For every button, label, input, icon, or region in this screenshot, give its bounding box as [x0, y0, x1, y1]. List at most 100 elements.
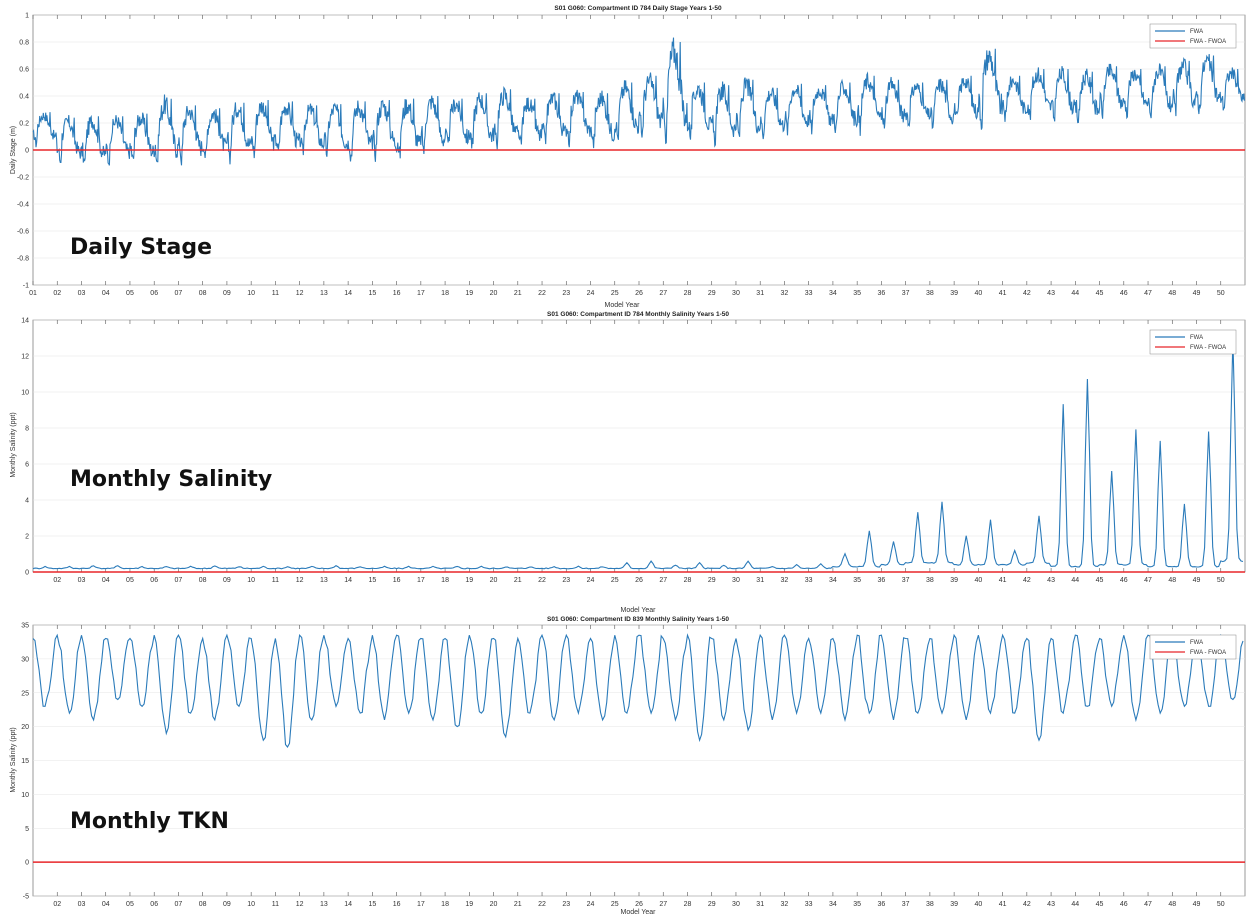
- x-tick-label: 31: [756, 290, 764, 297]
- legend-fwa-label: FWA: [1190, 640, 1203, 646]
- x-tick-label: 23: [562, 290, 570, 297]
- x-tick-label: 25: [611, 577, 619, 584]
- x-tick-label: 21: [514, 577, 522, 584]
- y-tick-label: 12: [21, 354, 29, 361]
- x-tick-label: 23: [562, 577, 570, 584]
- x-tick-label: 42: [1023, 290, 1031, 297]
- x-tick-label: 35: [853, 577, 861, 584]
- x-tick-label: 35: [853, 290, 861, 297]
- x-tick-label: 32: [781, 290, 789, 297]
- legend: FWA FWA - FWOA: [1149, 329, 1237, 355]
- x-tick-label: 40: [974, 577, 982, 584]
- x-tick-label: 45: [1096, 290, 1104, 297]
- y-ticks: 14 12 10 8 6 4 2 0: [21, 318, 29, 577]
- x-tick-label: 33: [805, 901, 813, 908]
- x-tick-label: 25: [611, 901, 619, 908]
- x-tick-label: 03: [78, 901, 86, 908]
- y-tick-label: 4: [25, 498, 29, 505]
- x-tick-label: 14: [344, 290, 352, 297]
- x-tick-label: 10: [247, 901, 255, 908]
- y-tick-label: 0.6: [19, 67, 29, 74]
- y-tick-label: 0: [25, 860, 29, 867]
- x-tick-label: 44: [1071, 901, 1079, 908]
- y-tick-label: -0.2: [17, 175, 29, 182]
- x-tick-label: 12: [296, 901, 304, 908]
- y-tick-label: 5: [25, 826, 29, 833]
- x-tick-label: 39: [950, 577, 958, 584]
- x-tick-label: 17: [417, 290, 425, 297]
- y-tick-label: -0.6: [17, 229, 29, 236]
- x-tick-label: 06: [150, 577, 158, 584]
- x-tick-label: 47: [1144, 901, 1152, 908]
- x-tick-label: 09: [223, 577, 231, 584]
- x-tick-label: 17: [417, 577, 425, 584]
- x-tick-label: 43: [1047, 577, 1055, 584]
- x-tick-label: 06: [150, 290, 158, 297]
- x-tick-label: 31: [756, 901, 764, 908]
- y-tick-label: -0.8: [17, 256, 29, 263]
- y-tick-label: 8: [25, 426, 29, 433]
- x-tick-label: 02: [53, 577, 61, 584]
- y-tick-label: 10: [21, 390, 29, 397]
- legend-box: [1149, 329, 1237, 355]
- x-tick-label: 46: [1120, 577, 1128, 584]
- x-tick-label: 25: [611, 290, 619, 297]
- x-tick-label: 26: [635, 577, 643, 584]
- legend-diff-label: FWA - FWOA: [1190, 650, 1226, 656]
- x-tick-label: 43: [1047, 290, 1055, 297]
- x-tick-label: 39: [950, 901, 958, 908]
- x-tick-label: 45: [1096, 901, 1104, 908]
- x-tick-label: 14: [344, 901, 352, 908]
- x-ticks: 02 03 04 05 06 07 08 09 10 11 12 13 14 15 16 17 18 19 20 21…: [53, 320, 1225, 584]
- series-fwa-line: [32, 633, 1244, 748]
- x-tick-label: 13: [320, 901, 328, 908]
- x-tick-label: 34: [829, 290, 837, 297]
- x-tick-label: 19: [465, 577, 473, 584]
- x-tick-label: 09: [223, 901, 231, 908]
- x-tick-label: 32: [781, 901, 789, 908]
- x-tick-label: 38: [926, 290, 934, 297]
- panel-title: S01 G060: Compartment ID 839 Monthly Sal…: [547, 616, 729, 623]
- x-tick-label: 20: [490, 290, 498, 297]
- x-tick-label: 17: [417, 901, 425, 908]
- overlay-label: Daily Stage: [70, 235, 212, 260]
- x-tick-label: 24: [587, 290, 595, 297]
- legend: FWA FWA - FWOA: [1149, 634, 1237, 660]
- y-tick-label: 2: [25, 534, 29, 541]
- x-tick-label: 07: [175, 290, 183, 297]
- x-tick-label: 49: [1193, 901, 1201, 908]
- panel-title: S01 G060: Compartment ID 784 Daily Stage…: [554, 5, 722, 12]
- x-tick-label: 22: [538, 901, 546, 908]
- x-tick-label: 21: [514, 901, 522, 908]
- x-tick-label: 22: [538, 290, 546, 297]
- x-tick-label: 15: [368, 577, 376, 584]
- x-tick-label: 41: [999, 577, 1007, 584]
- x-tick-label: 34: [829, 901, 837, 908]
- x-tick-label: 18: [441, 577, 449, 584]
- x-tick-label: 19: [465, 290, 473, 297]
- x-tick-label: 33: [805, 290, 813, 297]
- x-tick-label: 28: [684, 577, 692, 584]
- y-tick-label: 14: [21, 318, 29, 325]
- y-tick-label: -0.4: [17, 202, 29, 209]
- x-tick-label: 41: [999, 901, 1007, 908]
- x-tick-label: 11: [272, 577, 279, 584]
- x-tick-label: 40: [974, 901, 982, 908]
- x-tick-label: 18: [441, 901, 449, 908]
- y-tick-label: -5: [23, 894, 29, 901]
- overlay-label: Monthly Salinity: [70, 467, 272, 492]
- x-tick-label: 37: [902, 901, 910, 908]
- x-axis-label: Model Year: [620, 607, 656, 614]
- legend-fwa-label: FWA: [1190, 335, 1203, 341]
- x-tick-label: 43: [1047, 901, 1055, 908]
- x-tick-label: 34: [829, 577, 837, 584]
- x-tick-label: 44: [1071, 577, 1079, 584]
- x-tick-label: 26: [635, 901, 643, 908]
- x-tick-label: 41: [999, 290, 1007, 297]
- x-tick-label: 19: [465, 901, 473, 908]
- x-tick-label: 42: [1023, 577, 1031, 584]
- y-tick-label: -1: [23, 283, 29, 290]
- x-tick-label: 48: [1168, 290, 1176, 297]
- x-tick-label: 50: [1217, 290, 1225, 297]
